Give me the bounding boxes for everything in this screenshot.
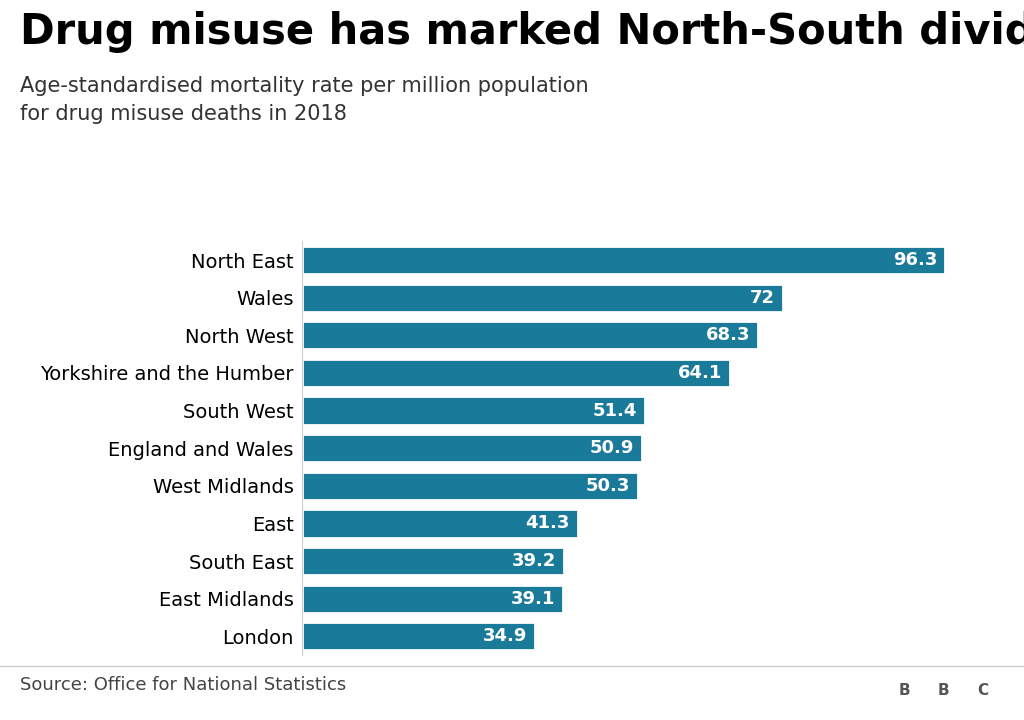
Text: 96.3: 96.3 xyxy=(893,251,937,269)
Bar xyxy=(302,547,564,575)
Bar xyxy=(302,622,536,650)
Bar xyxy=(302,434,642,462)
Text: 68.3: 68.3 xyxy=(706,326,751,344)
Bar xyxy=(928,672,959,708)
Text: 50.9: 50.9 xyxy=(590,439,634,457)
Bar xyxy=(302,284,783,312)
Text: C: C xyxy=(977,683,988,698)
Bar xyxy=(302,359,730,387)
Bar xyxy=(302,509,578,538)
Bar xyxy=(888,672,921,708)
Text: 39.1: 39.1 xyxy=(511,590,555,608)
Text: 72: 72 xyxy=(750,289,775,307)
Bar xyxy=(302,397,645,425)
Text: 51.4: 51.4 xyxy=(593,402,637,420)
Text: Drug misuse has marked North-South divide: Drug misuse has marked North-South divid… xyxy=(20,11,1024,53)
Bar xyxy=(302,472,638,500)
Bar xyxy=(967,672,998,708)
Text: Age-standardised mortality rate per million population
for drug misuse deaths in: Age-standardised mortality rate per mill… xyxy=(20,76,589,124)
Bar xyxy=(302,246,945,274)
Text: 64.1: 64.1 xyxy=(678,364,722,382)
Text: 34.9: 34.9 xyxy=(483,627,527,645)
Text: B: B xyxy=(938,683,949,698)
Text: 39.2: 39.2 xyxy=(512,552,556,570)
Text: 50.3: 50.3 xyxy=(586,477,630,495)
Text: B: B xyxy=(898,683,910,698)
Text: 41.3: 41.3 xyxy=(525,515,570,533)
Text: Source: Office for National Statistics: Source: Office for National Statistics xyxy=(20,677,347,694)
Bar xyxy=(302,585,563,613)
Bar xyxy=(302,321,759,349)
